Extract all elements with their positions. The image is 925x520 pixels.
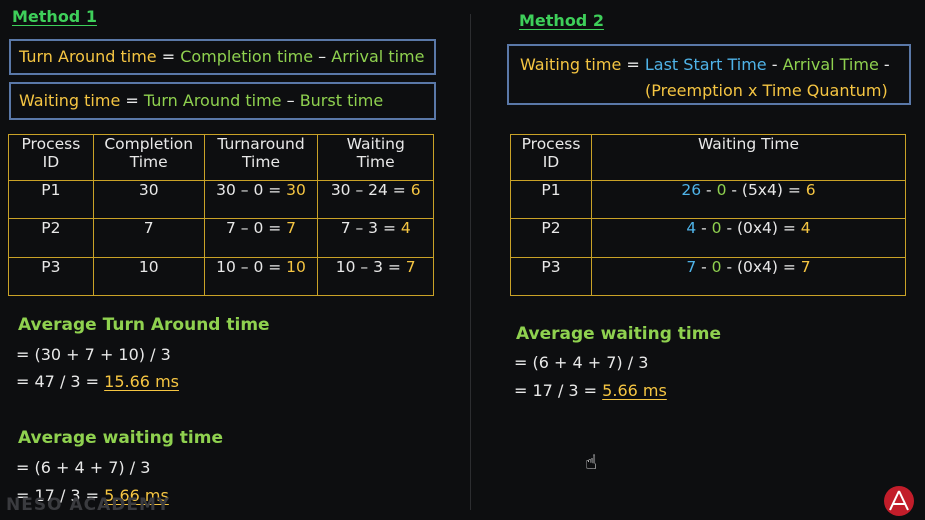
table-header-row: Process ID Completion Time Turnaround Time … bbox=[8, 134, 434, 181]
row-pid: P2 bbox=[8, 218, 94, 258]
row-wt: 10 – 3 = 7 bbox=[317, 257, 434, 296]
row-pid: P3 bbox=[510, 257, 592, 296]
row-completion: 30 bbox=[92, 180, 205, 219]
method-2-table: Process ID Waiting Time P1 26 - 0 - (5x4)… bbox=[510, 134, 906, 296]
avg-wt-line1-left: = (6 + 4 + 7) / 3 bbox=[16, 458, 151, 477]
row-waiting-time: 26 - 0 - (5x4) = 6 bbox=[591, 180, 906, 219]
avg-wt-title-left: Average waiting time bbox=[18, 428, 223, 448]
header-process-id: Process ID bbox=[510, 134, 592, 181]
row-completion: 7 bbox=[92, 218, 205, 258]
avg-wt-line2-right: = 17 / 3 = 5.66 ms bbox=[514, 381, 667, 400]
row-wt: 30 – 24 = 6 bbox=[317, 180, 434, 219]
formula-line-2: (Preemption x Time Quantum) bbox=[645, 81, 888, 100]
header-completion-time: Completion Time bbox=[92, 134, 205, 181]
mouse-cursor-icon: ☝ bbox=[585, 450, 598, 474]
wt-formula-lhs: Waiting time bbox=[19, 91, 121, 110]
row-pid: P1 bbox=[510, 180, 592, 219]
header-process-id: Process ID bbox=[8, 134, 94, 181]
table-row: P3 7 - 0 - (0x4) = 7 bbox=[510, 257, 906, 296]
avg-wt-result-right: 5.66 ms bbox=[602, 381, 667, 400]
wt-formula-minus: – bbox=[281, 91, 300, 110]
wt-formula-box: Waiting time = Turn Around time – Burst … bbox=[9, 82, 436, 120]
table-row: P1 30 30 – 0 = 30 30 – 24 = 6 bbox=[8, 180, 434, 219]
tat-formula-box: Turn Around time = Completion time – Arr… bbox=[9, 39, 436, 75]
avg-tat-title: Average Turn Around time bbox=[18, 315, 270, 335]
table-row: P3 10 10 – 0 = 10 10 – 3 = 7 bbox=[8, 257, 434, 296]
row-tat: 10 – 0 = 10 bbox=[203, 257, 319, 296]
row-pid: P1 bbox=[8, 180, 94, 219]
table-header-row: Process ID Waiting Time bbox=[510, 134, 906, 181]
avg-tat-line2: = 47 / 3 = 15.66 ms bbox=[16, 372, 179, 391]
table-row: P2 7 7 – 0 = 7 7 – 3 = 4 bbox=[8, 218, 434, 258]
row-pid: P2 bbox=[510, 218, 592, 258]
neso-logo-icon bbox=[884, 486, 914, 516]
wt-formula-rhs2: Burst time bbox=[299, 91, 384, 110]
avg-wt-line1-right: = (6 + 4 + 7) / 3 bbox=[514, 353, 649, 372]
row-wt: 7 – 3 = 4 bbox=[317, 218, 434, 258]
avg-wt-line2-left: = 17 / 3 = 5.66 ms bbox=[16, 486, 169, 505]
header-turnaround-time: Turnaround Time bbox=[203, 134, 319, 181]
neso-academy-watermark: NESO ACADEMY bbox=[6, 495, 171, 515]
header-waiting-time: Waiting Time bbox=[317, 134, 434, 181]
table-row: P2 4 - 0 - (0x4) = 4 bbox=[510, 218, 906, 258]
method-1-table: Process ID Completion Time Turnaround Time … bbox=[8, 134, 434, 296]
method-1-heading: Method 1 bbox=[12, 7, 97, 26]
tat-formula-lhs: Turn Around time bbox=[19, 47, 157, 66]
tat-formula-rhs2: Arrival time bbox=[331, 47, 425, 66]
header-waiting-time: Waiting Time bbox=[591, 134, 906, 181]
method-2-heading: Method 2 bbox=[519, 11, 604, 30]
table-row: P1 26 - 0 - (5x4) = 6 bbox=[510, 180, 906, 219]
formula-line-1: Waiting time = Last Start Time - Arrival… bbox=[520, 55, 890, 74]
avg-wt-title-right: Average waiting time bbox=[516, 324, 721, 344]
avg-tat-result: 15.66 ms bbox=[104, 372, 179, 391]
row-tat: 30 – 0 = 30 bbox=[203, 180, 319, 219]
column-divider bbox=[470, 14, 471, 510]
wt-formula-rhs1: Turn Around time bbox=[143, 91, 282, 110]
row-waiting-time: 4 - 0 - (0x4) = 4 bbox=[591, 218, 906, 258]
tat-formula-rhs1: Completion time bbox=[180, 47, 314, 66]
avg-tat-line1: = (30 + 7 + 10) / 3 bbox=[16, 345, 171, 364]
method-2-formula-box: Waiting time = Last Start Time - Arrival… bbox=[507, 44, 911, 105]
row-pid: P3 bbox=[8, 257, 94, 296]
row-waiting-time: 7 - 0 - (0x4) = 7 bbox=[591, 257, 906, 296]
tat-formula-eq: = bbox=[156, 47, 181, 66]
wt-formula-eq: = bbox=[120, 91, 144, 110]
tat-formula-minus: – bbox=[313, 47, 332, 66]
row-tat: 7 – 0 = 7 bbox=[203, 218, 319, 258]
row-completion: 10 bbox=[92, 257, 205, 296]
avg-wt-result-left: 5.66 ms bbox=[104, 486, 169, 505]
